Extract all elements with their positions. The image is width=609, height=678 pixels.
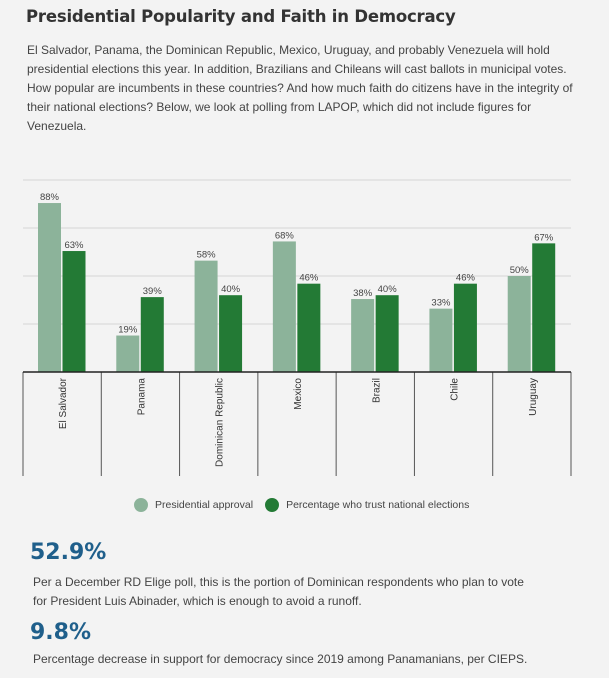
data-label-approval: 88% — [40, 192, 60, 203]
bar-trust — [453, 283, 477, 372]
legend-swatch-trust — [265, 498, 280, 512]
legend-label-approval: Presidential approval — [155, 499, 254, 511]
data-label-trust: 39% — [143, 286, 163, 297]
bar-approval — [429, 308, 453, 372]
stat-text-runoff: Per a December RD Elige poll, this is th… — [33, 575, 524, 608]
chart-legend: Presidential approval Percentage who tru… — [134, 498, 481, 512]
x-tick-label: Panama — [136, 378, 147, 416]
x-tick-label: El Salvador — [58, 377, 69, 429]
data-label-approval: 33% — [431, 298, 451, 309]
bar-trust — [297, 283, 321, 372]
bar-approval — [351, 299, 375, 372]
data-label-approval: 38% — [353, 288, 373, 299]
bar-chart: 88% 63% El Salvador 19% 39% Panama 58% 40% Domin… — [22, 179, 572, 476]
x-tick-label: Mexico — [293, 378, 304, 410]
bar-approval — [116, 335, 140, 372]
bar-trust — [375, 295, 399, 372]
legend-item-trust: Percentage who trust national elections — [265, 498, 469, 512]
bar-trust — [532, 243, 556, 372]
data-label-approval: 58% — [197, 250, 217, 261]
data-label-trust: 46% — [456, 273, 476, 284]
stat-value-runoff: 52.9% — [30, 540, 107, 565]
legend-swatch-approval — [134, 498, 148, 512]
bar-approval — [272, 241, 296, 372]
bar-approval — [507, 276, 531, 372]
stat-value-democracy: 9.8% — [30, 620, 92, 645]
legend-item-approval: Presidential approval — [134, 498, 253, 512]
data-label-trust: 46% — [299, 273, 319, 284]
bar-trust — [140, 297, 164, 372]
bar-approval — [38, 203, 61, 372]
data-label-approval: 50% — [510, 265, 530, 276]
bar-trust — [62, 251, 86, 372]
x-tick-label: Brazil — [371, 378, 382, 403]
data-label-trust: 63% — [64, 240, 84, 251]
legend-label-trust: Percentage who trust national elections — [286, 499, 470, 511]
stat-text-democracy: Percentage decrease in support for democ… — [33, 652, 528, 666]
intro-paragraph: El Salvador, Panama, the Dominican Repub… — [27, 43, 573, 133]
chart-title: Presidential Popularity and Faith in Dem… — [26, 7, 456, 26]
bar-trust — [219, 295, 243, 372]
data-label-trust: 67% — [534, 232, 554, 243]
bar-approval — [194, 260, 218, 372]
x-tick-label: Chile — [450, 378, 461, 401]
data-label-trust: 40% — [221, 284, 241, 295]
data-label-trust: 40% — [378, 284, 398, 295]
data-label-approval: 68% — [275, 230, 295, 241]
x-tick-label: Dominican Republic — [215, 378, 226, 467]
x-tick-label: Uruguay — [528, 378, 539, 416]
data-label-approval: 19% — [118, 325, 138, 336]
